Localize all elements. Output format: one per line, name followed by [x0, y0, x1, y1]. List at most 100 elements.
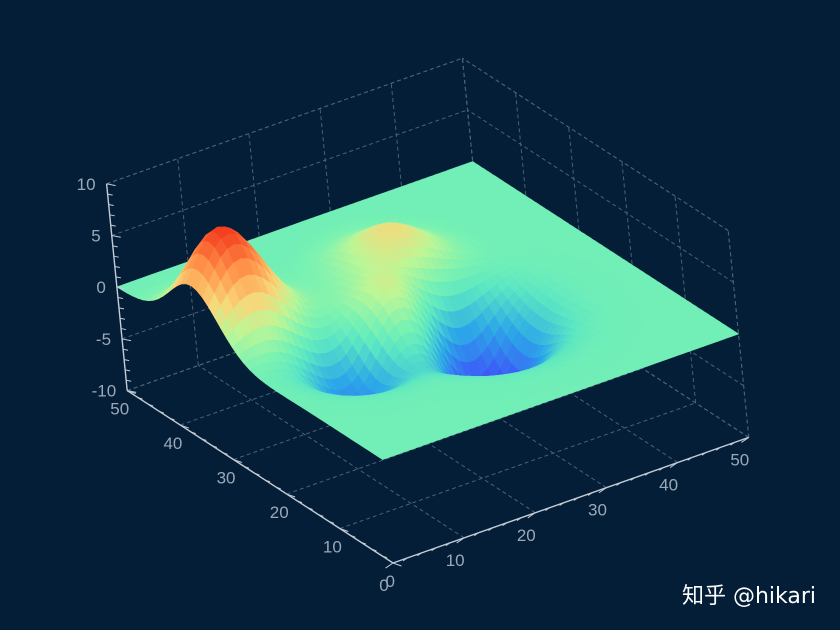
z-tick	[122, 348, 129, 351]
z-tick-label: 0	[96, 278, 105, 297]
y-tick	[190, 431, 196, 435]
x-tick	[644, 472, 650, 476]
x-tick-label: 10	[446, 551, 465, 570]
x-tick-label: 0	[379, 576, 388, 595]
x-tick	[730, 442, 735, 446]
x-tick	[473, 532, 479, 537]
z-tick	[112, 245, 118, 248]
x-tick	[488, 527, 493, 532]
watermark-text: 知乎 @hikari	[681, 584, 816, 609]
y-tick	[275, 486, 281, 490]
z-tick	[106, 183, 116, 187]
z-tick	[111, 235, 121, 238]
x-tick	[402, 557, 408, 562]
grid-line-x	[411, 289, 678, 463]
grid-line-z	[106, 57, 463, 185]
z-tick	[116, 286, 126, 290]
y-tick	[329, 521, 335, 524]
x-tick	[630, 477, 636, 481]
x-tick	[687, 457, 693, 461]
z-tick	[115, 276, 121, 279]
y-tick	[392, 562, 402, 567]
grid-line-z	[462, 57, 729, 232]
y-tick	[297, 500, 303, 504]
z-tick	[119, 317, 126, 320]
z-tick	[114, 266, 120, 269]
x-tick-label: 20	[517, 526, 536, 545]
y-tick	[243, 465, 250, 469]
x-tick	[385, 562, 394, 569]
y-tick	[350, 534, 356, 538]
z-tick	[125, 369, 131, 372]
x-tick-label: 40	[659, 476, 678, 495]
z-tick	[117, 297, 124, 300]
grid-line-z	[477, 212, 744, 387]
grid-line-z	[467, 109, 734, 283]
x-tick	[502, 522, 508, 527]
z-tick	[124, 359, 130, 362]
z-axis-line	[105, 183, 128, 391]
x-tick	[616, 482, 621, 486]
z-tick	[110, 224, 116, 227]
y-tick	[382, 555, 388, 559]
y-tick	[360, 541, 366, 545]
z-tick-label: -5	[96, 330, 111, 349]
grid-line-x	[198, 365, 465, 539]
x-tick	[559, 502, 565, 506]
x-tick	[741, 436, 750, 443]
y-tick	[212, 445, 218, 448]
x-tick	[658, 467, 664, 471]
y-tick-label: 20	[270, 503, 289, 522]
z-tick-label: 10	[77, 175, 96, 194]
z-tick	[126, 379, 132, 382]
x-tick	[545, 507, 550, 511]
x-tick	[431, 547, 436, 552]
z-tick	[113, 255, 119, 258]
x-tick	[669, 462, 678, 468]
x-tick	[701, 452, 707, 456]
surface-patch	[376, 453, 391, 460]
y-tick	[318, 514, 324, 517]
z-tick	[127, 390, 137, 393]
x-axis-line	[392, 436, 750, 564]
z-tick	[107, 193, 113, 196]
y-tick	[222, 452, 228, 455]
y-tick	[201, 438, 207, 441]
x-tick	[456, 537, 465, 544]
y-tick	[169, 417, 175, 421]
grid-line-x	[482, 264, 750, 438]
x-tick	[715, 447, 721, 451]
z-tick-label: -10	[92, 382, 117, 401]
z-tick	[118, 307, 125, 310]
x-tick	[573, 497, 579, 501]
x-tick	[598, 487, 607, 494]
y-tick	[233, 459, 243, 464]
y-tick	[148, 403, 154, 407]
y-tick	[286, 493, 296, 498]
z-tick-label: 5	[91, 227, 100, 246]
x-tick	[417, 552, 422, 557]
z-tick	[121, 338, 132, 342]
x-tick	[445, 542, 451, 547]
x-tick-label: 30	[588, 501, 607, 520]
y-tick-label: 0	[386, 572, 395, 591]
y-tick	[265, 479, 271, 483]
x-tick	[527, 512, 536, 519]
x-tick	[516, 517, 522, 521]
y-tick-label: 10	[323, 538, 342, 557]
y-tick	[339, 528, 349, 532]
grid-line-x	[340, 314, 607, 489]
y-tick	[180, 424, 189, 429]
y-tick	[254, 472, 260, 476]
z-tick	[109, 214, 115, 217]
y-tick-label: 30	[217, 469, 236, 488]
y-tick	[158, 410, 164, 414]
x-tick-label: 50	[730, 450, 749, 469]
z-tick	[108, 203, 114, 206]
y-tick	[137, 397, 143, 400]
surface	[116, 161, 740, 460]
y-tick	[307, 507, 313, 510]
y-tick-label: 40	[163, 434, 182, 453]
